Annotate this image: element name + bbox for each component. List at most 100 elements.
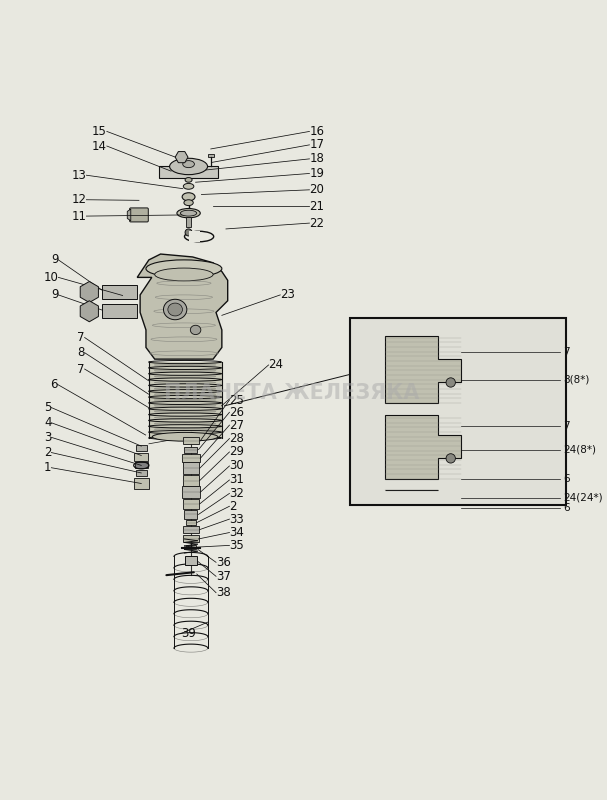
- Text: 25: 25: [229, 394, 245, 406]
- Polygon shape: [385, 414, 461, 479]
- Ellipse shape: [154, 387, 216, 389]
- Text: 38: 38: [216, 586, 231, 599]
- Circle shape: [446, 454, 455, 463]
- Bar: [350, 318, 566, 505]
- Text: 6: 6: [563, 503, 570, 513]
- Bar: [183, 438, 199, 444]
- Ellipse shape: [154, 370, 216, 372]
- Bar: [136, 470, 146, 476]
- Text: 10: 10: [44, 271, 58, 284]
- Text: 33: 33: [229, 513, 244, 526]
- Text: 3: 3: [44, 431, 52, 444]
- Text: 13: 13: [72, 169, 86, 182]
- Ellipse shape: [168, 303, 183, 316]
- Ellipse shape: [183, 183, 194, 190]
- Circle shape: [185, 229, 192, 236]
- Text: 34: 34: [229, 526, 245, 539]
- Text: 24(24*): 24(24*): [563, 493, 603, 502]
- Text: 9: 9: [51, 254, 58, 266]
- Text: 12: 12: [72, 194, 86, 206]
- Polygon shape: [80, 301, 98, 322]
- Ellipse shape: [154, 394, 216, 395]
- Ellipse shape: [185, 178, 192, 182]
- Text: 9: 9: [51, 289, 58, 302]
- Bar: [182, 454, 200, 462]
- Ellipse shape: [163, 299, 187, 320]
- Text: 31: 31: [229, 474, 245, 486]
- Bar: [185, 510, 197, 518]
- Text: 17: 17: [310, 138, 324, 151]
- Polygon shape: [175, 151, 188, 162]
- Text: ПЛАНЕТА ЖЕЛЕЗЯКА: ПЛАНЕТА ЖЕЛЕЗЯКА: [164, 383, 419, 403]
- Ellipse shape: [182, 193, 195, 201]
- Text: 29: 29: [229, 446, 245, 458]
- Bar: [183, 498, 198, 509]
- Ellipse shape: [184, 200, 193, 206]
- Bar: [160, 166, 218, 178]
- Text: 16: 16: [310, 125, 324, 138]
- Bar: [183, 535, 198, 542]
- Bar: [186, 545, 195, 550]
- Text: 14: 14: [92, 139, 107, 153]
- FancyBboxPatch shape: [130, 208, 148, 222]
- Bar: [149, 362, 222, 438]
- Text: 21: 21: [310, 200, 324, 213]
- Bar: [186, 520, 195, 525]
- Text: 24(8*): 24(8*): [563, 445, 597, 454]
- Text: 24: 24: [268, 358, 283, 371]
- Text: 7: 7: [77, 331, 84, 344]
- Bar: [183, 526, 199, 533]
- Polygon shape: [127, 209, 131, 221]
- Text: 11: 11: [72, 210, 86, 222]
- Ellipse shape: [152, 433, 218, 441]
- Text: 8(8*): 8(8*): [563, 374, 590, 385]
- Ellipse shape: [154, 417, 216, 418]
- Bar: [134, 453, 148, 462]
- Text: 20: 20: [310, 183, 324, 196]
- Polygon shape: [137, 254, 228, 359]
- Polygon shape: [80, 282, 98, 302]
- Text: 18: 18: [310, 152, 324, 166]
- Text: 2: 2: [44, 446, 52, 459]
- Text: 2: 2: [229, 500, 237, 513]
- Text: 23: 23: [280, 289, 295, 302]
- Bar: [135, 462, 148, 468]
- Ellipse shape: [155, 268, 213, 281]
- Bar: [185, 446, 197, 453]
- Bar: [182, 486, 200, 498]
- Text: 36: 36: [216, 556, 231, 569]
- Ellipse shape: [154, 376, 216, 378]
- Text: 7: 7: [77, 362, 84, 375]
- Text: 28: 28: [229, 432, 245, 445]
- Ellipse shape: [180, 210, 197, 216]
- Ellipse shape: [154, 382, 216, 383]
- Bar: [136, 445, 146, 450]
- Ellipse shape: [154, 399, 216, 401]
- Ellipse shape: [177, 209, 200, 218]
- Polygon shape: [385, 336, 461, 403]
- Text: 6: 6: [50, 378, 57, 390]
- Bar: [102, 285, 137, 299]
- Text: 15: 15: [92, 125, 107, 138]
- Ellipse shape: [154, 422, 216, 424]
- Bar: [183, 462, 198, 474]
- Bar: [183, 474, 198, 486]
- Text: 5: 5: [44, 401, 52, 414]
- Text: 6: 6: [563, 474, 570, 484]
- Bar: [186, 217, 191, 227]
- Ellipse shape: [154, 434, 216, 436]
- Text: 26: 26: [229, 406, 245, 418]
- Bar: [185, 557, 197, 566]
- Text: 32: 32: [229, 487, 245, 500]
- Text: 8: 8: [77, 346, 84, 359]
- Text: 22: 22: [310, 217, 324, 230]
- Ellipse shape: [183, 161, 194, 168]
- Bar: [189, 230, 200, 242]
- Text: 4: 4: [44, 416, 52, 430]
- Ellipse shape: [191, 326, 201, 334]
- Ellipse shape: [154, 428, 216, 430]
- Text: 7: 7: [563, 422, 570, 431]
- Circle shape: [446, 378, 455, 387]
- Text: 37: 37: [216, 570, 231, 583]
- Ellipse shape: [146, 260, 222, 278]
